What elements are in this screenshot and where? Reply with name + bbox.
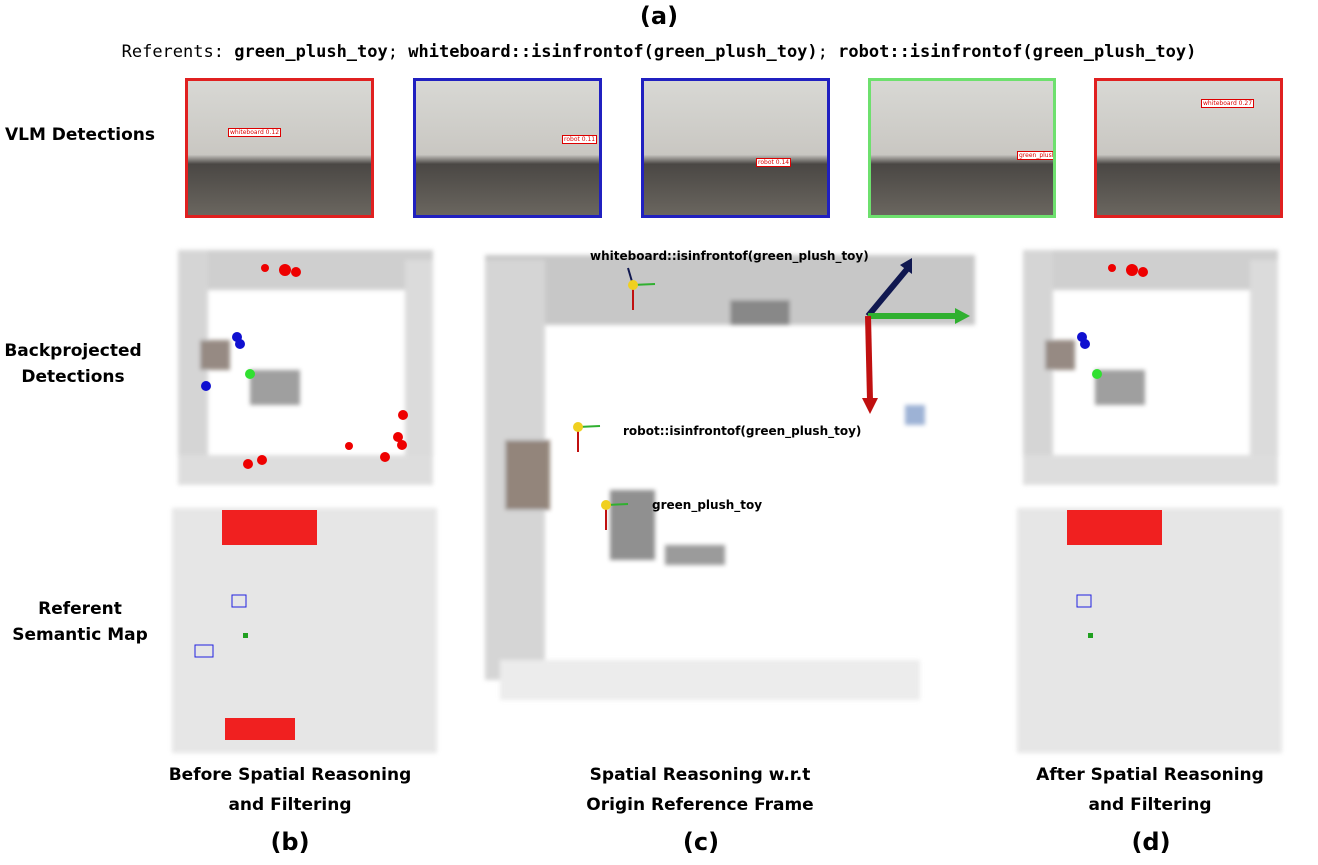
annotation: green_plush_toy (652, 498, 763, 512)
after-semantic-points (1067, 510, 1162, 638)
caption: Before Spatial Reasoning and Filtering (168, 765, 412, 815)
map-after-semantic (1017, 508, 1282, 753)
referents: Referents: green_plush_toy; whiteboard::… (0, 42, 1318, 62)
detection-label: whiteboard 0.27 (1201, 99, 1255, 108)
map-before-semantic (172, 508, 437, 753)
detection-image: green_plush_toy (868, 78, 1056, 218)
panel-label: (b) (270, 828, 310, 856)
row-label: VLM Detections (4, 125, 156, 145)
after-dots (1077, 264, 1148, 379)
reference-frames (573, 258, 970, 530)
panel-label: (a) (639, 2, 679, 30)
row-label: Backprojected Detections (4, 341, 142, 387)
detection-label: robot 0.11 (562, 135, 598, 144)
separator: ; (817, 42, 828, 62)
map-after-backprojected (1023, 250, 1278, 485)
annotation: whiteboard::isinfrontof(green_plush_toy) (590, 249, 869, 263)
map-before-backprojected (178, 250, 433, 485)
detection-image: robot 0.14 (641, 78, 830, 218)
separator: ; (387, 42, 398, 62)
referent: robot::isinfrontof(green_plush_toy) (838, 42, 1197, 62)
semantic-colored-points (194, 510, 317, 740)
detection-label: robot 0.14 (756, 158, 792, 167)
detection-label: whiteboard 0.12 (228, 128, 282, 137)
detection-image: robot 0.11 (413, 78, 602, 218)
caption: Spatial Reasoning w.r.t Origin Reference… (586, 765, 814, 815)
caption: After Spatial Reasoning and Filtering (1036, 765, 1264, 815)
referent: green_plush_toy (234, 42, 388, 62)
panel-label: (d) (1131, 828, 1171, 856)
row-label: Referent Semantic Map (12, 599, 148, 645)
referent: whiteboard::isinfrontof(green_plush_toy) (408, 42, 818, 62)
detection-label: green_plush_toy (1017, 151, 1053, 160)
backprojected-dots (201, 264, 408, 469)
detection-image: whiteboard 0.27 (1094, 78, 1283, 218)
center-point-cloud (485, 255, 975, 700)
referents-label: Referents: (121, 42, 224, 62)
panel-label: (c) (682, 828, 720, 856)
detection-image: whiteboard 0.12 (185, 78, 374, 218)
annotation: robot::isinfrontof(green_plush_toy) (623, 424, 862, 438)
